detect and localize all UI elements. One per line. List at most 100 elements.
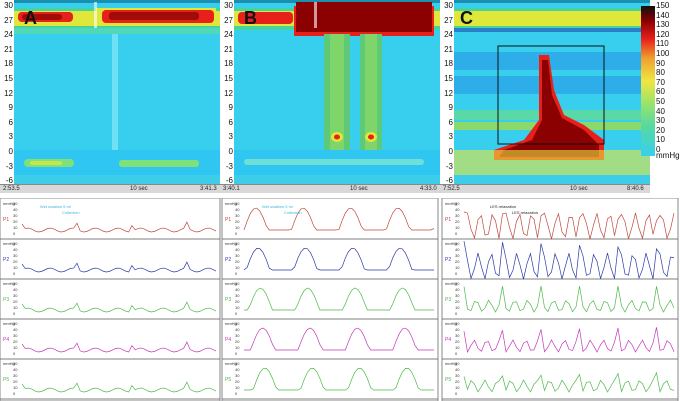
channel-label: P1 (225, 217, 232, 223)
panel-c-letter: C (460, 8, 473, 28)
channel-tick: 20 (235, 379, 240, 384)
pressure-trace-p3 (21, 301, 217, 313)
channel-tick: 40 (455, 287, 460, 292)
y-tick-label: 12 (224, 88, 233, 98)
channel-tick: 50 (455, 321, 460, 326)
channel-label: P2 (445, 257, 452, 263)
channel-tick: 10 (13, 225, 18, 230)
panel-b-time-scale: 10 sec (350, 186, 368, 192)
channel-tick: 10 (13, 385, 18, 390)
y-tick-label: 6 (8, 117, 13, 127)
channel-label: P5 (3, 377, 10, 383)
channel-tick: 30 (235, 333, 240, 338)
channel-tick: 0 (455, 311, 458, 316)
channel-tick: 0 (13, 311, 16, 316)
channel-tick: 0 (235, 311, 238, 316)
channel-tick: 0 (235, 231, 238, 236)
channel-tick: 50 (455, 281, 460, 286)
y-tick-label: 30 (4, 1, 13, 10)
channel-tick: 20 (235, 219, 240, 224)
panel-c-time-scale: 10 sec (570, 186, 588, 192)
colorbar-tick: 150 (656, 1, 670, 10)
channel-tick: 20 (455, 219, 460, 224)
channel-tick: 0 (455, 351, 458, 356)
channel-tick: 10 (13, 345, 18, 350)
y-tick-label: 21 (4, 44, 13, 54)
panel-a-time-start: 2:53.5 (3, 186, 20, 192)
pressure-traces (0, 198, 679, 401)
colorbar (641, 6, 655, 156)
channel-tick: 50 (13, 201, 18, 206)
panel-c-pressure-topography (454, 0, 650, 190)
channel-tick: 20 (13, 299, 18, 304)
channel-tick: 40 (235, 207, 240, 212)
y-tick-label: 12 (4, 88, 13, 98)
y-tick-label: 24 (444, 30, 453, 40)
channel-tick: 30 (235, 253, 240, 258)
y-tick-label: 18 (444, 59, 453, 69)
y-tick-label: -3 (445, 161, 453, 171)
y-tick-label: 3 (228, 132, 233, 142)
channel-tick: 50 (235, 321, 240, 326)
channel-unit: mmHg (3, 361, 15, 366)
colorbar-unit: mmHg (656, 151, 680, 160)
channel-label: P4 (445, 337, 452, 343)
channel-tick: 30 (455, 293, 460, 298)
channel-unit: mmHg (3, 241, 15, 246)
y-tick-label: -3 (225, 161, 233, 171)
annotation-note: Wet swallow 5 ml (262, 204, 293, 209)
annotation-note: LES relaxation (490, 204, 517, 209)
channel-unit: mmHg (225, 281, 237, 286)
colorbar-tick: 130 (656, 20, 670, 30)
channel-unit: mmHg (225, 201, 237, 206)
channel-tick: 20 (455, 299, 460, 304)
channel-label: P3 (445, 297, 452, 303)
y-tick-label: 18 (224, 59, 233, 69)
channel-tick: 40 (13, 207, 18, 212)
annotation-note: LES relaxation (512, 210, 539, 215)
pressure-trace-p1 (21, 221, 217, 233)
colorbar-tick: 100 (656, 49, 670, 58)
channel-unit: mmHg (3, 201, 15, 206)
colorbar-tick: 70 (656, 77, 665, 87)
channel-tick: 10 (455, 265, 460, 270)
pressure-trace-p2 (243, 247, 434, 271)
y-tick-label: 9 (8, 103, 13, 113)
channel-unit: mmHg (225, 241, 237, 246)
colorbar-tick: 0 (656, 145, 661, 154)
channel-tick: 20 (455, 259, 460, 264)
y-tick-label: 30 (224, 1, 233, 10)
channel-tick: 10 (455, 305, 460, 310)
colorbar-tick: 40 (656, 106, 665, 116)
channel-tick: 0 (235, 391, 238, 396)
panel-a-time-scale: 10 sec (130, 186, 148, 192)
channel-tick: 20 (235, 299, 240, 304)
pressure-trace-p3 (244, 287, 434, 311)
channel-tick: 0 (13, 271, 16, 276)
channel-tick: 30 (13, 333, 18, 338)
channel-tick: 10 (455, 225, 460, 230)
channel-tick: 30 (455, 213, 460, 218)
channel-tick: 20 (13, 219, 18, 224)
channel-label: P3 (3, 297, 10, 303)
panel-a-pressure-topography (14, 0, 220, 190)
channel-unit: mmHg (445, 201, 457, 206)
panel-a-letter: A (24, 8, 37, 28)
y-tick-label: 30 (444, 1, 453, 10)
pressure-trace-p4 (244, 327, 434, 351)
y-tick-label: 21 (444, 44, 453, 54)
channel-tick: 40 (235, 287, 240, 292)
channel-tick: 30 (235, 293, 240, 298)
panel-c-time-start: 7:52.5 (443, 186, 460, 192)
channel-tick: 20 (455, 379, 460, 384)
channel-tick: 0 (455, 391, 458, 396)
y-tick-label: 15 (4, 74, 13, 83)
pressure-trace-p3 (463, 285, 675, 313)
channel-tick: 50 (235, 281, 240, 286)
y-tick-label: 9 (228, 103, 233, 113)
pressure-trace-p1 (243, 207, 435, 231)
channel-tick: 30 (455, 253, 460, 258)
channel-tick: 40 (235, 247, 240, 252)
channel-unit: mmHg (445, 361, 457, 366)
trace-panel-frame (441, 198, 679, 401)
